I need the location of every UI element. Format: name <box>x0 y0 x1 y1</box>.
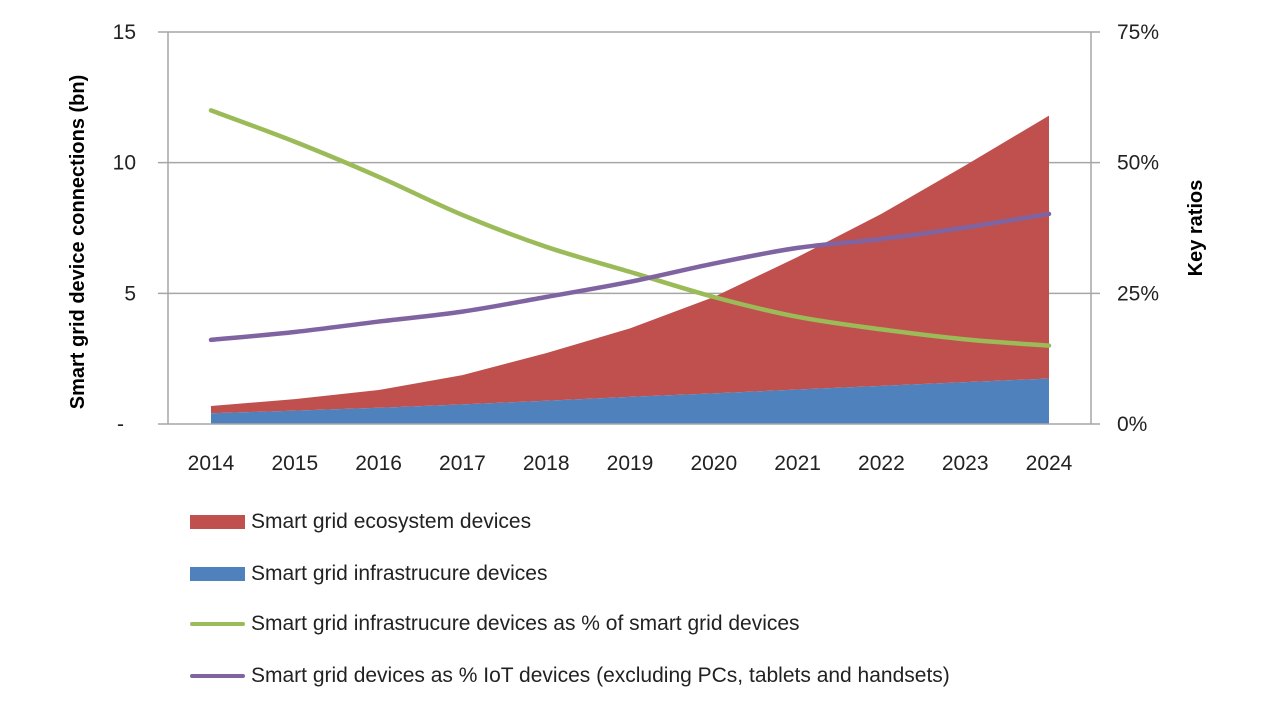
legend-label-ecosystem: Smart grid ecosystem devices <box>251 510 532 533</box>
line-infra-share <box>208 108 1052 348</box>
left-tick-label: - <box>117 413 124 436</box>
x-tick-label: 2014 <box>188 452 235 475</box>
left-tick-label: 10 <box>113 152 136 175</box>
x-tick-label: 2018 <box>523 452 570 475</box>
left-tick-label: 5 <box>124 282 136 305</box>
x-tick-label: 2019 <box>607 452 654 475</box>
legend-item-infra-share: Smart grid infrastrucure devices as % of… <box>190 609 800 639</box>
x-tick-label: 2022 <box>858 452 905 475</box>
legend-label-infrastructure: Smart grid infrastrucure devices <box>251 562 548 585</box>
legend-item-infrastructure: Smart grid infrastrucure devices <box>190 559 547 589</box>
right-axis-tick-labels: 0% 25% 50% 75% <box>1117 21 1159 436</box>
right-tick-label: 0% <box>1117 413 1147 436</box>
right-tick-label: 75% <box>1117 21 1159 44</box>
legend-label-iot-share: Smart grid devices as % IoT devices (exc… <box>251 664 950 687</box>
legend-swatch-infrastructure <box>190 567 245 581</box>
right-tick-label: 50% <box>1117 152 1159 175</box>
left-axis-tick-labels: - 5 10 15 <box>113 21 136 436</box>
legend-swatch-iot-share <box>190 674 245 678</box>
right-tick-label: 25% <box>1117 282 1159 305</box>
x-axis-tick-labels: 2014 2015 2016 2017 2018 2019 2020 2021 2022 2023… <box>188 452 1073 475</box>
line-iot-share <box>208 211 1052 343</box>
axes <box>158 32 1100 425</box>
area-ecosystem-devices <box>211 115 1049 414</box>
x-tick-label: 2017 <box>439 452 486 475</box>
legend-swatch-ecosystem <box>190 515 245 529</box>
x-tick-label: 2021 <box>774 452 821 475</box>
right-axis-title: Key ratios <box>1185 180 1207 277</box>
x-tick-label: 2016 <box>355 452 402 475</box>
left-tick-label: 15 <box>113 21 136 44</box>
x-tick-label: 2023 <box>942 452 989 475</box>
left-axis-title: Smart grid device connections (bn) <box>67 75 89 410</box>
legend-item-ecosystem: Smart grid ecosystem devices <box>190 507 531 537</box>
x-tick-label: 2024 <box>1026 452 1073 475</box>
legend-item-iot-share: Smart grid devices as % IoT devices (exc… <box>190 661 950 691</box>
line-series <box>208 108 1052 348</box>
x-tick-label: 2020 <box>690 452 737 475</box>
area-infrastructure-devices <box>211 378 1049 424</box>
legend-label-infra-share: Smart grid infrastrucure devices as % of… <box>251 612 800 635</box>
legend-swatch-infra-share <box>190 622 245 626</box>
area-series <box>211 115 1049 424</box>
x-tick-label: 2015 <box>271 452 318 475</box>
